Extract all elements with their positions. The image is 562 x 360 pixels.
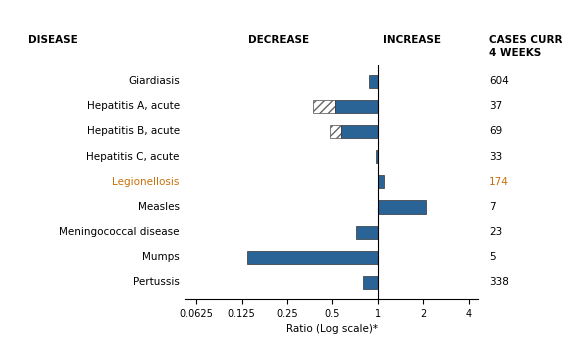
Text: 4 WEEKS: 4 WEEKS — [489, 48, 541, 58]
Text: Legionellosis: Legionellosis — [112, 177, 180, 187]
Bar — [378, 201, 427, 213]
Text: 37: 37 — [489, 101, 502, 111]
Text: Meningococcal disease: Meningococcal disease — [60, 227, 180, 237]
Bar — [247, 251, 378, 264]
Text: Giardiasis: Giardiasis — [128, 76, 180, 86]
Bar — [363, 276, 378, 289]
Bar — [312, 100, 335, 113]
Text: 338: 338 — [489, 278, 509, 287]
Bar — [369, 75, 378, 88]
Text: DECREASE: DECREASE — [248, 35, 309, 45]
Bar — [376, 150, 378, 163]
Text: INCREASE: INCREASE — [383, 35, 442, 45]
Text: Hepatitis B, acute: Hepatitis B, acute — [87, 126, 180, 136]
Text: DISEASE: DISEASE — [28, 35, 78, 45]
Bar — [335, 100, 378, 113]
Text: Pertussis: Pertussis — [133, 278, 180, 287]
Text: Measles: Measles — [138, 202, 180, 212]
Bar — [330, 125, 341, 138]
Text: 174: 174 — [489, 177, 509, 187]
Text: 33: 33 — [489, 152, 502, 162]
Bar — [378, 175, 384, 188]
Text: Mumps: Mumps — [142, 252, 180, 262]
Bar — [341, 125, 378, 138]
X-axis label: Ratio (Log scale)*: Ratio (Log scale)* — [285, 324, 378, 334]
Text: CASES CURRENT: CASES CURRENT — [489, 35, 562, 45]
Text: Hepatitis C, acute: Hepatitis C, acute — [87, 152, 180, 162]
Text: 23: 23 — [489, 227, 502, 237]
Text: 69: 69 — [489, 126, 502, 136]
Text: 604: 604 — [489, 76, 509, 86]
Text: 5: 5 — [489, 252, 496, 262]
Text: Hepatitis A, acute: Hepatitis A, acute — [87, 101, 180, 111]
Bar — [356, 226, 378, 239]
Text: 7: 7 — [489, 202, 496, 212]
